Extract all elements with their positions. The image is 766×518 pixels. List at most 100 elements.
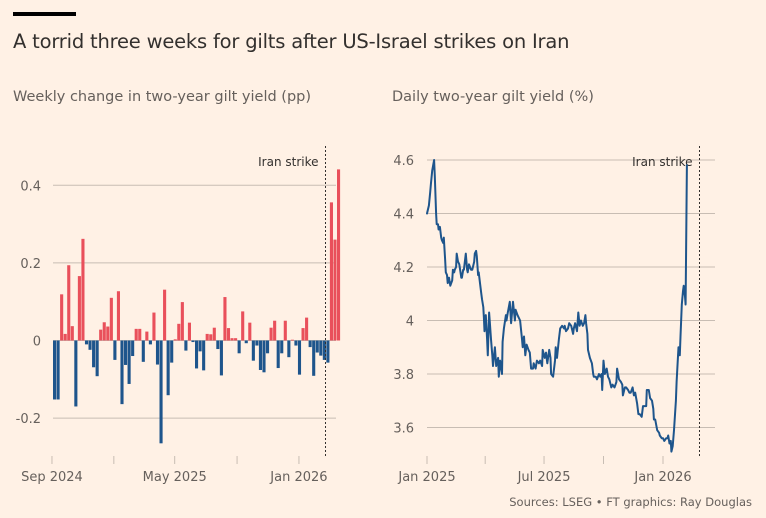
bar — [88, 340, 92, 350]
bar — [326, 340, 330, 363]
bar — [106, 326, 110, 341]
x-tick-label: Jul 2025 — [517, 470, 571, 485]
bar — [127, 340, 131, 384]
bar — [329, 202, 333, 341]
bar — [297, 340, 302, 375]
y-tick-label: 3.6 — [393, 422, 414, 437]
bar — [290, 339, 294, 341]
x-tick-label: Jan 2026 — [269, 470, 327, 485]
bar — [276, 340, 280, 369]
bar — [124, 340, 128, 365]
weekly-change-bar-chart: 0.4 0.2 0 -0.2 Sep 2024 May 2025 Jan 2026 Iran … — [16, 146, 341, 485]
bar — [63, 333, 67, 341]
bar — [166, 340, 170, 396]
bar — [226, 328, 231, 341]
bar — [77, 276, 81, 341]
bar — [70, 326, 74, 341]
bar — [266, 340, 270, 354]
bar — [280, 340, 284, 354]
bar — [152, 312, 156, 341]
bar — [269, 327, 273, 341]
right-chart-subtitle: Daily two-year gilt yield (%) — [392, 89, 594, 105]
bar — [74, 340, 78, 407]
bar — [237, 340, 241, 354]
bar — [187, 322, 191, 341]
x-tick-label: May 2025 — [143, 470, 207, 485]
y-tick-label: 0.2 — [20, 257, 41, 272]
y-tick-label: 4.6 — [393, 154, 414, 169]
bar — [113, 340, 117, 360]
bar — [53, 340, 57, 400]
bar — [60, 294, 64, 341]
bar — [198, 340, 202, 352]
bar — [273, 320, 277, 341]
bar — [205, 333, 209, 341]
x-tick-label: Jan 2025 — [397, 470, 455, 485]
bar — [81, 238, 85, 341]
source-credit: Sources: LSEG • FT graphics: Ray Douglas — [509, 495, 752, 509]
bar — [195, 340, 199, 369]
bar — [319, 340, 323, 356]
bar — [212, 327, 216, 341]
bar — [148, 340, 152, 345]
bar — [109, 297, 113, 341]
y-tick-label: 4.4 — [393, 208, 414, 223]
y-tick-label: 4 — [406, 315, 414, 330]
iran-strike-label: Iran strike — [632, 155, 692, 169]
bar — [138, 328, 142, 341]
bar — [134, 328, 138, 341]
bar — [308, 340, 312, 348]
bar — [241, 311, 245, 341]
y-tick-label: 0.4 — [20, 179, 41, 194]
bar — [163, 289, 167, 341]
y-tick-label: 4.2 — [393, 261, 414, 276]
bar — [258, 340, 262, 370]
bar — [262, 340, 266, 373]
bar — [131, 340, 135, 357]
bar — [315, 340, 319, 353]
bar — [305, 317, 309, 341]
bar — [223, 297, 227, 341]
bar — [251, 340, 255, 361]
bar — [255, 340, 259, 346]
bar — [230, 338, 234, 341]
bar — [283, 320, 287, 341]
iran-strike-label: Iran strike — [258, 155, 318, 169]
left-chart-subtitle: Weekly change in two-year gilt yield (pp… — [13, 89, 312, 105]
bar — [177, 323, 181, 341]
bar — [287, 340, 291, 358]
y-tick-label: 0 — [33, 335, 41, 350]
bar — [141, 340, 145, 362]
bar — [216, 340, 220, 350]
bar — [145, 331, 149, 341]
bar — [159, 340, 163, 444]
bar — [234, 338, 238, 341]
bar — [180, 302, 184, 341]
bar — [312, 340, 316, 376]
bar — [95, 340, 99, 377]
bar — [155, 340, 160, 365]
bar — [294, 340, 298, 346]
bar — [202, 340, 206, 371]
bar — [84, 340, 89, 345]
bar — [92, 340, 96, 368]
bar — [337, 169, 341, 341]
bar — [56, 340, 60, 400]
bar — [219, 340, 223, 376]
bar — [173, 339, 177, 341]
y-tick-label: 3.8 — [393, 368, 414, 383]
bar — [67, 265, 71, 341]
bar — [322, 340, 326, 360]
bar — [116, 291, 120, 341]
bar — [102, 322, 106, 341]
brand-bar — [13, 12, 76, 16]
bar — [248, 322, 252, 341]
bar — [191, 340, 195, 343]
bar — [244, 340, 248, 344]
bar — [170, 340, 174, 363]
y-tick-label: -0.2 — [16, 412, 41, 427]
bar — [209, 334, 213, 341]
bar — [99, 329, 103, 341]
x-tick-label: Sep 2024 — [21, 470, 83, 485]
